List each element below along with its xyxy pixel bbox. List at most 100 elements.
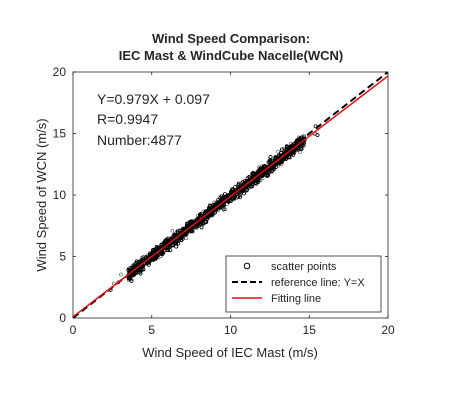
scatter-point bbox=[139, 268, 144, 272]
scatter-point bbox=[134, 261, 139, 265]
scatter-point bbox=[270, 165, 274, 170]
x-tick-label: 0 bbox=[70, 323, 77, 337]
scatter-point bbox=[176, 230, 180, 235]
scatter-point bbox=[291, 153, 296, 157]
x-tick-label: 20 bbox=[381, 323, 395, 337]
scatter-point bbox=[219, 194, 224, 199]
scatter-point bbox=[221, 207, 226, 212]
scatter-point bbox=[134, 259, 139, 264]
scatter-point bbox=[172, 232, 176, 237]
fit-equation: Y=0.979X + 0.097 bbox=[97, 91, 210, 107]
scatter-point bbox=[172, 232, 177, 237]
scatter-point bbox=[244, 188, 249, 193]
scatter-point bbox=[208, 210, 213, 214]
scatter-point bbox=[185, 221, 189, 226]
legend-box bbox=[225, 255, 382, 313]
y-tick-label: 10 bbox=[53, 188, 67, 202]
scatter-point bbox=[268, 155, 273, 159]
sample-count: Number:4877 bbox=[97, 132, 182, 148]
x-axis-ticks: 0 5 10 15 20 bbox=[70, 72, 395, 337]
scatter-point bbox=[290, 150, 295, 155]
scatter-point bbox=[165, 247, 170, 252]
scatter-point bbox=[161, 242, 166, 246]
scatter-point bbox=[268, 160, 273, 165]
scatter-point bbox=[238, 195, 242, 200]
x-tick-label: 15 bbox=[303, 323, 317, 337]
scatter-point bbox=[236, 195, 240, 199]
scatter-point bbox=[229, 199, 233, 203]
scatter-point bbox=[266, 170, 271, 175]
scatter-point bbox=[127, 276, 131, 281]
scatter-point bbox=[223, 192, 227, 196]
scatter-point bbox=[216, 208, 220, 213]
scatter-point bbox=[262, 172, 267, 177]
scatter-point bbox=[153, 248, 157, 253]
x-axis-label: Wind Speed of IEC Mast (m/s) bbox=[142, 345, 318, 360]
scatter-point bbox=[212, 200, 217, 205]
scatter-point bbox=[315, 133, 320, 137]
scatter-point bbox=[276, 149, 281, 154]
scatter-point bbox=[152, 256, 157, 260]
scatter-point bbox=[156, 255, 161, 260]
scatter-point bbox=[152, 249, 157, 253]
scatter-point bbox=[280, 147, 284, 152]
scatter-point bbox=[254, 178, 259, 183]
scatter-point bbox=[299, 147, 304, 151]
y-tick-label: 5 bbox=[59, 250, 66, 264]
scatter-point bbox=[180, 228, 185, 232]
scatter-point bbox=[161, 251, 165, 256]
scatter-point bbox=[178, 228, 182, 233]
scatter-point bbox=[151, 249, 155, 254]
legend: scatter points reference line: Y=X Fitti… bbox=[225, 255, 382, 313]
fitting-line bbox=[73, 75, 388, 318]
scatter-point bbox=[199, 225, 204, 230]
scatter-point bbox=[209, 212, 214, 217]
scatter-point bbox=[273, 165, 278, 169]
scatter-point bbox=[233, 185, 238, 189]
scatter-point bbox=[126, 268, 131, 272]
scatter-point bbox=[226, 199, 231, 204]
scatter-point bbox=[147, 260, 151, 265]
scatter-point bbox=[213, 210, 217, 215]
scatter-point bbox=[160, 249, 164, 254]
scatter-point bbox=[300, 143, 304, 148]
scatter-point bbox=[267, 158, 272, 163]
legend-label-fit: Fitting line bbox=[271, 293, 321, 305]
scatter-point bbox=[219, 205, 224, 209]
scatter-point bbox=[236, 181, 241, 186]
scatter-point bbox=[281, 157, 286, 162]
scatter-point bbox=[119, 272, 123, 277]
scatter-point bbox=[174, 239, 178, 244]
scatter-point bbox=[270, 169, 274, 174]
legend-label-scatter: scatter points bbox=[271, 261, 337, 273]
x-tick-label: 10 bbox=[224, 323, 238, 337]
scatter-point bbox=[199, 221, 204, 226]
scatter-point bbox=[208, 204, 213, 208]
scatter-point bbox=[252, 178, 257, 183]
scatter-point bbox=[204, 220, 209, 224]
scatter-point bbox=[189, 221, 193, 226]
scatter-point bbox=[174, 244, 179, 249]
y-tick-label: 20 bbox=[53, 65, 67, 79]
scatter-point bbox=[170, 244, 175, 248]
scatter-point bbox=[253, 181, 258, 185]
scatter-point bbox=[230, 187, 234, 192]
scatter-point bbox=[166, 248, 170, 253]
y-tick-label: 0 bbox=[59, 311, 66, 325]
x-tick-label: 5 bbox=[148, 323, 155, 337]
scatter-point bbox=[237, 192, 242, 197]
scatter-point bbox=[259, 167, 264, 172]
scatter-point bbox=[173, 240, 177, 245]
scatter-point bbox=[165, 247, 170, 252]
scatter-point bbox=[223, 207, 228, 212]
scatter-point bbox=[154, 255, 159, 260]
scatter-point bbox=[302, 137, 307, 142]
scatter-point bbox=[170, 235, 174, 240]
scatter-point bbox=[251, 171, 255, 175]
legend-scatter-marker bbox=[243, 262, 251, 270]
legend-label-reference: reference line: Y=X bbox=[271, 277, 365, 289]
scatter-point bbox=[243, 186, 247, 190]
series-lines bbox=[73, 72, 388, 318]
